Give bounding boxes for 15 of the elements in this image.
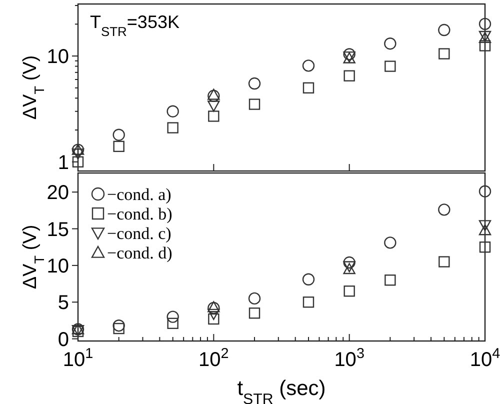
x-tick-label: 10$^{4}$ [470, 346, 500, 371]
y-tick-label: 1 [58, 152, 69, 174]
y-tick-label: 10 [46, 46, 69, 68]
legend-label: −cond. b) [107, 204, 172, 224]
y-tick-label: 15 [46, 218, 69, 241]
legend-label: −cond. c) [107, 224, 172, 243]
annotation: T$_{STR}$=353K [90, 12, 180, 38]
x-tick-label: 10$^{2}$ [198, 346, 229, 371]
y-tick-label: 5 [58, 292, 69, 314]
x-tick-label: 10$^{3}$ [334, 346, 364, 371]
legend-label: −cond. d) [107, 243, 172, 262]
x-axis-title: t$_{STR}$ (sec) [237, 377, 326, 404]
legend-label: −cond. a) [107, 184, 172, 204]
y-tick-label: 20 [46, 182, 69, 204]
y-tick-label: 10 [46, 255, 69, 278]
